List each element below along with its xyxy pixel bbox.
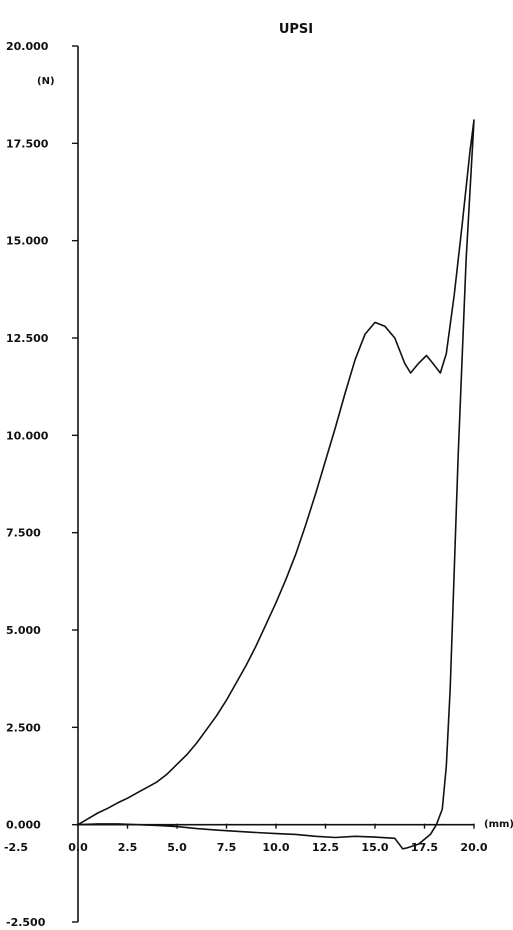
y-tick-label: 17.500 bbox=[6, 137, 49, 150]
x-tick-label: 7.5 bbox=[217, 841, 237, 854]
y-axis-unit-label: (N) bbox=[37, 76, 55, 87]
x-tick-label: 12.5 bbox=[312, 841, 339, 854]
y-tick-label: 5.000 bbox=[6, 624, 41, 637]
x-axis-ticks: -2.5 0.0 2.5 5.0 7.5 10.0 12.5 15.0 17.5 20.0 bbox=[4, 823, 488, 854]
x-tick-label: 2.5 bbox=[118, 841, 138, 854]
x-tick-label: 5.0 bbox=[167, 841, 187, 854]
x-axis-unit-label: (mm) bbox=[484, 819, 513, 830]
series-group bbox=[77, 119, 475, 850]
chart-title: UPSI bbox=[279, 22, 313, 37]
x-tick-label: 17.5 bbox=[411, 841, 438, 854]
y-tick-label: -2.500 bbox=[6, 916, 46, 929]
y-axis-ticks: -2.500 0.000 2.500 5.000 7.500 10.000 12.500 15… bbox=[6, 40, 78, 929]
series-line bbox=[77, 119, 475, 850]
axes bbox=[76, 46, 474, 922]
y-tick-label: 0.000 bbox=[6, 819, 41, 832]
y-tick-label: 15.000 bbox=[6, 235, 49, 248]
y-tick-label: 20.000 bbox=[6, 40, 49, 53]
y-tick-label: 12.500 bbox=[6, 332, 49, 345]
y-tick-label: 7.500 bbox=[6, 527, 41, 540]
x-tick-label: 20.0 bbox=[460, 841, 487, 854]
x-tick-label: 10.0 bbox=[262, 841, 289, 854]
y-tick-label: 2.500 bbox=[6, 721, 41, 734]
x-tick-label: 15.0 bbox=[361, 841, 388, 854]
y-tick-label: 10.000 bbox=[6, 429, 49, 442]
x-tick-label: -2.5 bbox=[4, 841, 28, 854]
x-tick-label: 0.0 bbox=[68, 841, 88, 854]
